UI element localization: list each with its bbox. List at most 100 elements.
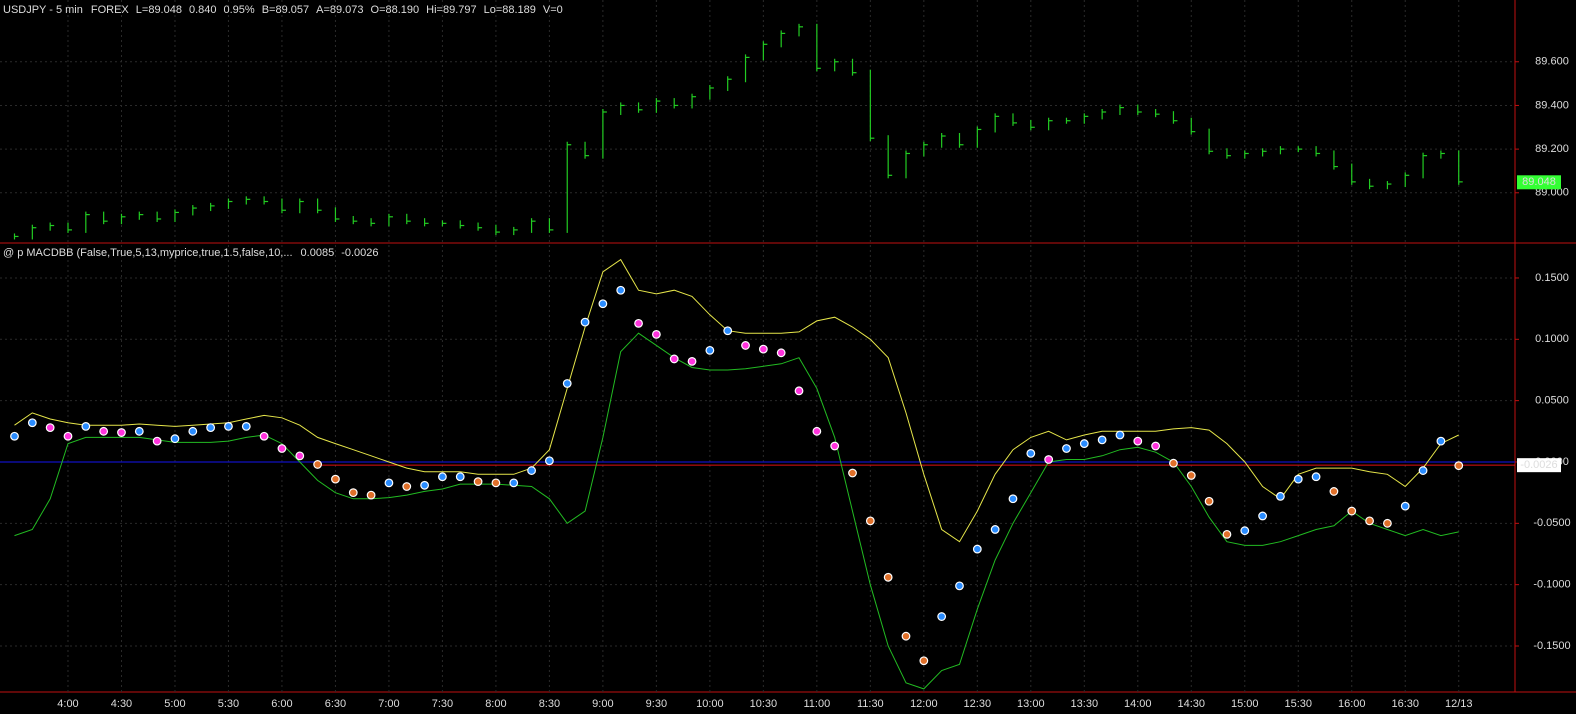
price-bar bbox=[85, 211, 90, 233]
price-bar bbox=[869, 69, 875, 142]
macd-dot bbox=[1186, 471, 1196, 480]
x-tick-label: 5:00 bbox=[164, 698, 185, 710]
macd-dot bbox=[1311, 472, 1321, 482]
price-bar bbox=[709, 84, 714, 100]
macd-dot bbox=[669, 354, 679, 364]
macd-dot bbox=[473, 477, 483, 487]
macd-dot bbox=[402, 482, 412, 491]
price-bar bbox=[762, 41, 768, 61]
price-bar bbox=[1226, 148, 1231, 159]
last-value-tag bbox=[1517, 175, 1561, 190]
y-tick-label: -0.1000 bbox=[1533, 579, 1570, 591]
header-value: 0.0085 bbox=[301, 247, 335, 259]
y-tick-label: 89.000 bbox=[1535, 187, 1569, 199]
price-bar bbox=[477, 222, 483, 231]
x-tick-label: 7:00 bbox=[378, 698, 399, 710]
macd-dot bbox=[598, 299, 608, 309]
macd-dot bbox=[438, 472, 447, 482]
price-bar bbox=[530, 218, 536, 233]
header-info: 0.95% bbox=[224, 4, 255, 16]
macd-dot bbox=[1204, 496, 1214, 506]
price-bar bbox=[1279, 146, 1285, 155]
macd-dot bbox=[1276, 491, 1285, 501]
price-bar bbox=[620, 102, 625, 115]
macd-dot bbox=[1418, 466, 1428, 475]
header-info: Hi=89.797 bbox=[426, 4, 476, 16]
macd-dot bbox=[972, 544, 982, 554]
macd-dot bbox=[616, 285, 626, 295]
price-bar bbox=[602, 108, 607, 159]
price-bar bbox=[1190, 117, 1196, 135]
macd-dot bbox=[117, 428, 126, 437]
macd-dot bbox=[455, 472, 465, 482]
price-bar bbox=[388, 213, 393, 227]
price-bar bbox=[210, 202, 215, 212]
price-bar bbox=[299, 198, 304, 214]
macd-dot bbox=[10, 431, 19, 441]
header-value: -0.0026 bbox=[341, 247, 378, 259]
price-bar bbox=[138, 211, 144, 220]
price-bar bbox=[727, 76, 732, 91]
price-bar bbox=[994, 113, 1000, 133]
macd-dot bbox=[1365, 516, 1374, 526]
price-bar bbox=[834, 58, 839, 72]
macd-dot bbox=[1329, 487, 1339, 496]
price-bar bbox=[905, 150, 910, 179]
x-tick-label: 9:00 bbox=[592, 698, 613, 710]
macd-dot bbox=[562, 379, 572, 388]
price-bar bbox=[1012, 113, 1017, 126]
macd-dot bbox=[1062, 444, 1071, 453]
price-bar bbox=[1261, 148, 1267, 157]
macd-dot bbox=[1400, 501, 1410, 511]
macd-dot bbox=[1454, 461, 1464, 471]
x-tick-label: 9:30 bbox=[646, 698, 667, 710]
x-tick-label: 4:30 bbox=[111, 698, 132, 710]
last-value-label: 89.048 bbox=[1522, 176, 1556, 188]
price-bar bbox=[120, 213, 126, 225]
macd-dot bbox=[776, 348, 786, 358]
price-bar bbox=[1101, 108, 1107, 120]
y-tick-label: -0.1500 bbox=[1533, 640, 1570, 652]
price-bar bbox=[103, 211, 108, 225]
price-bar bbox=[441, 220, 447, 227]
macd-dot bbox=[241, 422, 251, 431]
header-info: V=0 bbox=[543, 4, 563, 16]
macd-dot bbox=[1079, 439, 1089, 448]
macd-dot bbox=[651, 330, 661, 339]
macd-dot bbox=[384, 478, 394, 488]
macd-dot bbox=[366, 490, 376, 500]
price-bar bbox=[1386, 181, 1392, 190]
price-bar bbox=[406, 213, 411, 225]
macd-dot bbox=[580, 317, 590, 327]
price-bar bbox=[958, 133, 964, 148]
price-bar bbox=[887, 135, 893, 179]
price-bar bbox=[352, 215, 358, 225]
macd-dot bbox=[1026, 448, 1036, 458]
price-bar bbox=[548, 218, 554, 233]
header-info: FOREX bbox=[91, 4, 130, 16]
macd-dot bbox=[224, 422, 233, 431]
x-tick-label: 15:00 bbox=[1231, 698, 1259, 710]
x-tick-label: 14:00 bbox=[1124, 698, 1152, 710]
header-info: Lo=88.189 bbox=[484, 4, 536, 16]
price-bar bbox=[637, 102, 643, 113]
header-info: 0.840 bbox=[189, 4, 217, 16]
y-tick-label: 0.1000 bbox=[1535, 333, 1569, 345]
price-bar bbox=[495, 224, 500, 236]
macd-dot bbox=[955, 581, 964, 591]
macd-dot bbox=[687, 356, 697, 366]
price-bar bbox=[1083, 113, 1089, 124]
band-line bbox=[14, 258, 1459, 543]
macd-dot bbox=[134, 426, 144, 436]
macd-dot bbox=[63, 431, 73, 441]
macd-dot bbox=[1258, 511, 1267, 521]
price-bar bbox=[31, 224, 37, 240]
price-bar bbox=[923, 141, 928, 157]
price-bar bbox=[1333, 150, 1338, 170]
price-bar bbox=[227, 198, 233, 209]
price-bar bbox=[1368, 178, 1374, 190]
price-bar bbox=[1030, 119, 1035, 131]
price-bar bbox=[673, 98, 679, 109]
price-bar bbox=[192, 205, 197, 216]
price-bar bbox=[1440, 150, 1445, 159]
